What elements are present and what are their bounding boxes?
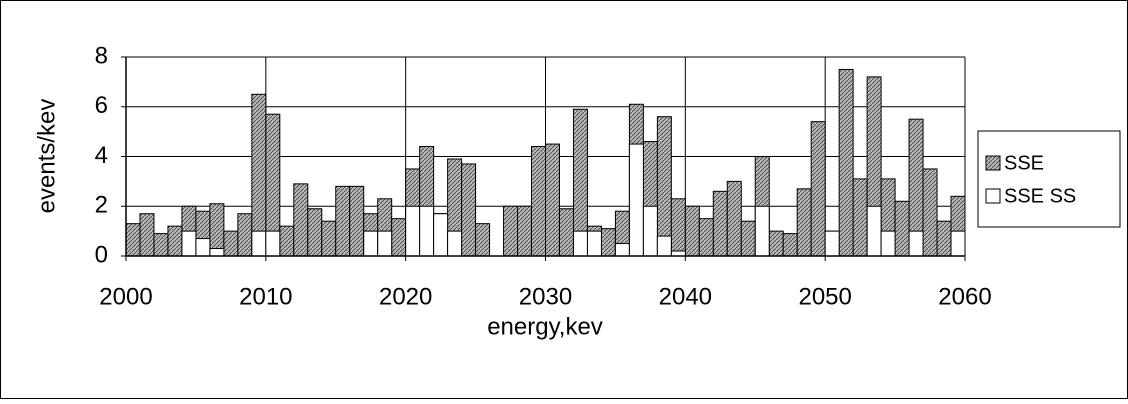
bar — [293, 183, 309, 257]
x-tick-label: 2000 — [99, 283, 152, 310]
bar — [433, 213, 449, 257]
bar — [321, 220, 337, 257]
bar — [517, 205, 533, 257]
bar — [419, 205, 435, 257]
bar — [558, 208, 574, 257]
bar — [209, 248, 225, 257]
bar — [936, 220, 952, 257]
y-tick-label: 0 — [95, 241, 108, 268]
bar — [167, 225, 183, 257]
bar — [838, 68, 854, 257]
bar — [335, 185, 351, 257]
bar — [181, 230, 197, 257]
bar — [363, 230, 379, 257]
bar — [572, 230, 588, 257]
bar — [726, 180, 742, 257]
y-tick-label: 4 — [95, 142, 108, 169]
plot-area — [121, 56, 966, 261]
bar — [614, 243, 630, 257]
bar — [279, 225, 295, 257]
legend-label: SSE SS — [1004, 185, 1076, 207]
bar — [153, 233, 169, 257]
bar — [377, 230, 393, 257]
bar — [656, 116, 672, 257]
legend-swatch — [985, 155, 1001, 171]
bar — [237, 213, 253, 257]
bar — [461, 163, 477, 257]
bar — [852, 178, 868, 257]
bar — [600, 228, 616, 257]
bar — [894, 200, 910, 257]
bar — [698, 218, 714, 257]
bar — [628, 143, 644, 257]
bar — [796, 188, 812, 257]
bar — [642, 205, 658, 257]
bar — [754, 205, 770, 257]
y-tick-label: 6 — [95, 92, 108, 119]
bar — [251, 230, 267, 257]
bar — [447, 230, 463, 257]
bar — [503, 205, 519, 257]
bar — [824, 230, 840, 257]
bar — [265, 230, 281, 257]
bar — [740, 220, 756, 257]
bar — [656, 235, 672, 257]
bar — [307, 208, 323, 257]
bar — [349, 185, 365, 257]
bar — [125, 223, 141, 257]
bar — [866, 205, 882, 257]
legend-box — [977, 130, 1121, 228]
bar — [195, 238, 211, 257]
legend-label: SSE — [1004, 152, 1044, 174]
bar — [712, 190, 728, 257]
x-axis-label: energy,kev — [487, 313, 603, 340]
bar — [810, 121, 826, 257]
bar — [950, 230, 966, 257]
x-tick-label: 2060 — [938, 283, 991, 310]
bar — [922, 168, 938, 257]
bar — [545, 143, 560, 257]
bar — [782, 233, 798, 257]
x-tick-label: 2010 — [239, 283, 292, 310]
x-tick-label: 2050 — [798, 283, 851, 310]
bar — [880, 230, 896, 257]
legend-swatch — [985, 188, 1001, 204]
bar — [405, 205, 421, 257]
bar — [475, 223, 491, 257]
bar — [670, 198, 686, 257]
x-tick-label: 2020 — [379, 283, 432, 310]
y-axis-label: events/kev — [33, 99, 60, 214]
bar — [223, 230, 239, 257]
bar — [768, 230, 784, 257]
y-tick-label: 2 — [95, 192, 108, 219]
bar — [139, 213, 155, 257]
bar — [586, 230, 602, 257]
x-tick-label: 2030 — [519, 283, 572, 310]
bar — [391, 218, 407, 257]
bar — [908, 230, 924, 257]
x-tick-label: 2040 — [659, 283, 712, 310]
bar — [684, 205, 700, 257]
y-tick-label: 8 — [95, 42, 108, 69]
bar — [531, 146, 546, 257]
